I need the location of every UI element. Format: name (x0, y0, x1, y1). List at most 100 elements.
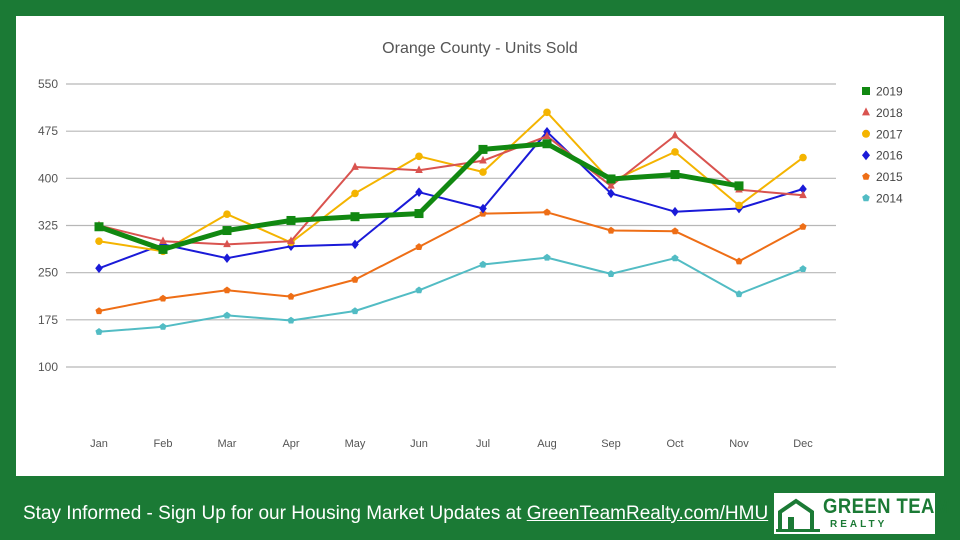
y-tick-label: 250 (38, 266, 58, 280)
series-2019-point (670, 170, 680, 180)
series-2014-point (543, 253, 551, 261)
series-2016-point (607, 188, 615, 199)
series-2018-line (98, 134, 804, 246)
series-2015-point (95, 307, 103, 315)
series-2018-point (543, 131, 551, 139)
chart-panel: Orange County - Units Sold 100 175 250 325 40… (16, 16, 944, 476)
footer-text: Stay Informed - Sign Up for our Housing … (23, 503, 527, 524)
logo-subtitle: REALTY (830, 519, 888, 530)
legend-label-2017: 2017 (876, 127, 903, 141)
legend-marker-2018 (862, 107, 870, 116)
legend-label-2015: 2015 (876, 170, 903, 184)
series-2017-point (735, 201, 743, 210)
series-2017-point (223, 210, 231, 218)
series-2018-point (479, 155, 487, 164)
series-2018-point (351, 162, 359, 170)
series-2017-point (95, 237, 103, 246)
x-tick-label: Sep (601, 438, 621, 450)
x-tick-label: Mar (218, 438, 237, 450)
y-tick-label: 550 (38, 77, 58, 91)
series-2017-point (479, 168, 487, 176)
x-tick-label: May (345, 438, 366, 450)
series-2019-point (414, 209, 424, 219)
series-2018-point (287, 236, 295, 245)
series-2017-point (543, 108, 551, 117)
x-tick-label: Jul (476, 438, 490, 450)
series-2016-point (479, 203, 487, 214)
series-2019-point (222, 226, 232, 236)
series-2017-line (98, 111, 804, 253)
series-2017-point (415, 152, 423, 161)
series-2019-point (478, 144, 488, 154)
green-team-realty-logo[interactable]: GREEN TEAM REALTY (774, 493, 950, 534)
series-2019-point (606, 174, 616, 184)
x-tick-label: Jun (410, 438, 428, 450)
series-2015-point (351, 275, 359, 283)
series-2018-point (607, 181, 615, 189)
house-icon (776, 498, 820, 532)
series-2014-point (479, 260, 487, 268)
y-tick-label: 325 (38, 219, 58, 233)
series-2019-point (286, 215, 296, 225)
series-2014-point (735, 290, 743, 298)
series-2016-line (98, 130, 804, 270)
series-2019-point (734, 181, 744, 191)
series-2015-point (799, 223, 807, 230)
series-2016-point (95, 263, 103, 274)
series-2016-point (223, 253, 231, 264)
series-2018-point (223, 239, 231, 248)
y-tick-label: 475 (38, 124, 58, 138)
series-2019-point (158, 244, 168, 254)
x-tick-label: Apr (282, 438, 299, 450)
series-2018-point (799, 190, 807, 199)
series-2014-point (415, 286, 423, 294)
x-tick-label: Oct (666, 438, 683, 450)
series-2015-point (671, 227, 679, 235)
legend-marker-2014 (862, 194, 870, 202)
series-2014-point (95, 328, 103, 335)
y-tick-label: 400 (38, 171, 58, 185)
series-2014-point (223, 311, 231, 319)
series-2019-point (94, 222, 104, 232)
series-2015-point (607, 226, 615, 234)
legend-label-2019: 2019 (876, 85, 903, 99)
legend-marker-2017 (862, 129, 870, 138)
series-2014-point (799, 265, 807, 272)
series-2019-point (350, 212, 360, 222)
housing-market-updates-link[interactable]: GreenTeamRealty.com/HMU (526, 503, 769, 524)
series-2018-point (415, 165, 423, 173)
legend-label-2016: 2016 (876, 149, 903, 163)
series-2014-point (159, 323, 167, 330)
series-2016-point (799, 184, 807, 194)
legend-marker-2015 (862, 172, 870, 180)
series-2014-line (98, 256, 804, 333)
series-2015-point (735, 257, 743, 265)
series-2015-point (415, 243, 423, 250)
x-tick-label: Nov (729, 438, 749, 450)
series-2016-point (415, 187, 423, 197)
legend-label-2014: 2014 (876, 192, 903, 206)
x-tick-label: Feb (154, 438, 173, 450)
series-2015-point (287, 292, 295, 300)
footer-banner: Stay Informed - Sign Up for our Housing … (23, 503, 768, 525)
x-tick-label: Aug (537, 438, 557, 450)
series-2015-point (543, 208, 551, 216)
y-tick-label: 100 (38, 360, 58, 374)
series-2014-point (671, 254, 679, 262)
series-2014-point (607, 270, 615, 277)
legend-marker-2016 (862, 150, 870, 161)
series-2017-point (799, 153, 807, 162)
series-2014-point (287, 316, 295, 324)
series-2017-point (351, 189, 359, 198)
x-tick-label: Dec (793, 438, 813, 450)
series-2016-point (351, 239, 359, 250)
legend-label-2018: 2018 (876, 106, 903, 120)
series-2017-point (671, 148, 679, 156)
logo-name: GREEN TEAM (823, 495, 951, 518)
series-2015-point (159, 294, 167, 302)
legend-marker-2019 (862, 87, 870, 95)
series-2015-line (98, 211, 804, 312)
chart-title: Orange County - Units Sold (382, 40, 578, 57)
y-tick-label: 175 (38, 313, 58, 327)
series-2016-point (671, 206, 679, 217)
